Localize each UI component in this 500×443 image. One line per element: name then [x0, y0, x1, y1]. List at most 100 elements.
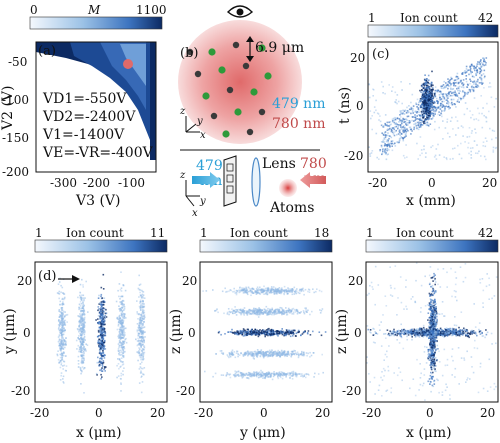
- axes-e: [199, 261, 333, 403]
- tick-a-y0: -50: [8, 55, 27, 69]
- tick-e-x0: -20: [194, 406, 213, 420]
- tick-f-y2: -20: [342, 384, 361, 398]
- colorbar-f-label: Ion count: [396, 226, 454, 240]
- wavelength-blue: 479 nm: [272, 96, 325, 112]
- scatter-d: [56, 271, 146, 394]
- colorbar-f: [365, 239, 499, 253]
- ylabel-e: z (μm): [168, 309, 184, 354]
- colorbar-a-max: 1100: [136, 3, 167, 17]
- tick-f-y0: 20: [348, 274, 363, 288]
- xlabel-d: x (μm): [76, 425, 122, 441]
- tick-d-y0: 20: [17, 274, 32, 288]
- panel-d-letter: (d): [38, 269, 56, 284]
- dmd-icon: [223, 155, 237, 207]
- colorbar-c-min: 1: [368, 11, 376, 25]
- tick-a-y1: -100: [2, 93, 29, 107]
- tick-f-x0: -20: [362, 406, 381, 420]
- panel-a: 0 M 1100 (a) VD1=-550V VD2=-2400V V1=-14…: [0, 3, 167, 209]
- red-beam-arrow: [300, 172, 326, 188]
- tick-e-y0: 20: [182, 274, 197, 288]
- atom-array: [186, 41, 272, 138]
- tick-d-y1: 0: [23, 326, 31, 340]
- tick-c-y1: 0: [356, 99, 364, 113]
- svg-text:x: x: [200, 130, 206, 141]
- axis-triad-bottom: z y x: [179, 170, 206, 219]
- blue-beam-arrow: [192, 172, 220, 188]
- spacing-label: 6.9 μm: [255, 40, 304, 56]
- tick-a-x1: -200: [83, 176, 110, 190]
- xlabel-e: y (μm): [239, 425, 286, 441]
- panel-c: 1 Ion count 42 (c) -20 0 20 20 0 -20 x (…: [337, 11, 499, 209]
- ylabel-f: z (μm): [334, 309, 350, 354]
- axes-f: [365, 261, 499, 403]
- tick-a-x2: -100: [118, 176, 145, 190]
- tick-f-y1: 0: [354, 326, 362, 340]
- operating-point-marker: [123, 59, 133, 69]
- svg-text:y: y: [199, 196, 206, 207]
- colorbar-a-min: 0: [30, 3, 38, 17]
- arrow-right-icon: [58, 275, 80, 283]
- panel-e: 1 Ion count 18 -20 0 20 20 0 -20 y (μm) …: [168, 226, 333, 441]
- arrow-blue-wl: 479: [196, 158, 223, 174]
- tick-e-y1: 0: [188, 326, 196, 340]
- colorbar-e-max: 18: [314, 226, 329, 240]
- colorbar-d: [34, 239, 168, 253]
- param-vd2: VD2=-2400V: [42, 109, 136, 125]
- panel-f: 1 Ion count 42 -20 0 20 20 0 -20 x (μm) …: [334, 226, 499, 441]
- scatter-f: [366, 262, 498, 401]
- xlabel-f: x (μm): [406, 425, 452, 441]
- colorbar-e: [199, 239, 333, 253]
- param-v1: V1=-1400V: [42, 127, 125, 143]
- panel-d: 1 Ion count 11 (d) -20 0 20 20 0 -20 x (…: [2, 226, 168, 441]
- tick-f-x2: 20: [480, 406, 495, 420]
- lens-icon: [251, 157, 261, 207]
- axes-c: [367, 41, 499, 173]
- panel-b: 6.9 μm (b) 479 nm 780 nm z x y z y x 479…: [178, 5, 327, 219]
- colorbar-c-label: Ion count: [400, 11, 458, 25]
- tick-f-x1: 0: [426, 406, 434, 420]
- colorbar-c: [367, 24, 499, 38]
- tick-e-y2: -20: [176, 384, 195, 398]
- colorbar-d-label: Ion count: [66, 226, 124, 240]
- tick-e-x1: 0: [260, 406, 268, 420]
- wavelength-red: 780 nm: [272, 116, 325, 132]
- atoms-label: Atoms: [269, 200, 314, 216]
- param-vd1: VD1=-550V: [42, 91, 127, 107]
- tick-d-x0: -20: [30, 406, 49, 420]
- svg-text:z: z: [179, 106, 186, 117]
- colorbar-a: [29, 16, 163, 30]
- colorbar-a-label: M: [87, 3, 101, 17]
- svg-text:y: y: [196, 116, 203, 127]
- tick-e-x2: 20: [315, 406, 330, 420]
- colorbar-f-max: 42: [478, 226, 493, 240]
- spacing-arrow: [246, 36, 254, 62]
- tick-c-y2: -20: [344, 149, 363, 163]
- tick-c-x0: -20: [368, 176, 387, 190]
- tick-c-x2: 20: [482, 176, 497, 190]
- axis-triad-top: z x y: [179, 106, 206, 141]
- ylabel-d: y (μm): [2, 308, 18, 355]
- atoms-blob: [279, 179, 297, 197]
- colorbar-e-label: Ion count: [230, 226, 288, 240]
- tick-a-y2: -150: [2, 131, 29, 145]
- tick-c-y0: 20: [350, 51, 365, 65]
- param-ve: VE=-VR=-400V: [42, 145, 154, 161]
- lens-label: Lens: [262, 156, 296, 172]
- tick-d-x2: 20: [150, 406, 165, 420]
- tick-c-x1: 0: [428, 176, 436, 190]
- ylabel-c: t (ns): [337, 87, 353, 124]
- colorbar-e-min: 1: [200, 226, 208, 240]
- colorbar-c-max: 42: [478, 11, 493, 25]
- panel-a-letter: (a): [38, 44, 56, 59]
- svg-text:z: z: [179, 170, 186, 181]
- axes-a: [35, 41, 157, 173]
- ylabel-a: V2 (V): [0, 85, 16, 131]
- eye-icon: [226, 5, 254, 18]
- xlabel-c: x (mm): [406, 193, 456, 209]
- tick-d-y2: -20: [11, 384, 30, 398]
- xlabel-a: V3 (V): [75, 193, 121, 209]
- tick-a-x0: -300: [50, 176, 77, 190]
- colorbar-d-max: 11: [150, 226, 165, 240]
- tick-d-x1: 0: [95, 406, 103, 420]
